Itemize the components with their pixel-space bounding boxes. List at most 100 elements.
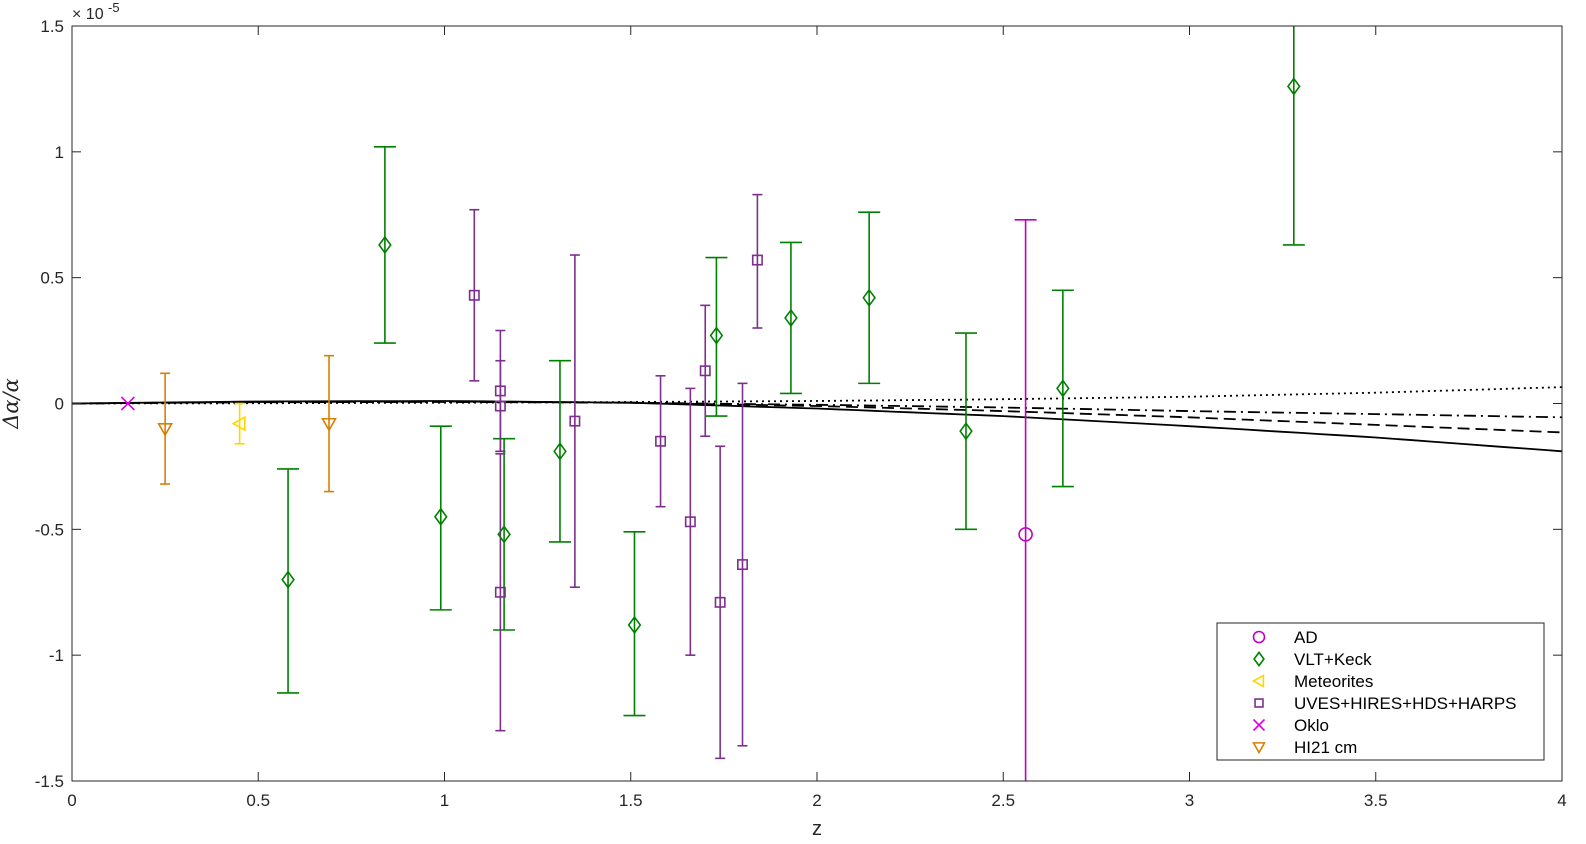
data-point-uves-hires-hds-harps bbox=[714, 596, 726, 608]
x-tick-label: 3.5 bbox=[1364, 791, 1388, 810]
data-point-vlt-keck bbox=[553, 442, 567, 461]
data-point-uves-hires-hds-harps bbox=[751, 254, 763, 266]
x-tick-label: 0 bbox=[67, 791, 76, 810]
data-point-uves-hires-hds-harps bbox=[655, 435, 667, 447]
model-curves bbox=[71, 386, 1563, 453]
legend-label: HI21 cm bbox=[1294, 738, 1357, 757]
y-tick-label: 0.5 bbox=[40, 269, 64, 288]
legend-marker-vlt-keck bbox=[1253, 651, 1265, 667]
error-bar-uves-hires-hds-harps bbox=[752, 193, 763, 329]
data-point-uves-hires-hds-harps bbox=[494, 400, 506, 412]
x-tick-label: 1.5 bbox=[619, 791, 643, 810]
data-point-uves-hires-hds-harps bbox=[569, 415, 581, 427]
legend-item-oklo: Oklo bbox=[1252, 716, 1329, 735]
model-curve-dashed bbox=[71, 400, 1563, 434]
data-point-vlt-keck bbox=[497, 525, 511, 544]
model-curve-dotted bbox=[72, 386, 1563, 405]
y-axis-exponent: × 10 -5 bbox=[72, 0, 120, 23]
error-bar-uves-hires-hds-harps bbox=[569, 254, 580, 589]
data-point-hi21-cm bbox=[157, 422, 174, 437]
data-point-uves-hires-hds-harps bbox=[737, 559, 748, 571]
x-tick-label: 2.5 bbox=[991, 791, 1015, 810]
data-point-uves-hires-hds-harps bbox=[494, 385, 506, 397]
error-bar-uves-hires-hds-harps bbox=[715, 445, 726, 760]
error-bar-vlt-keck bbox=[779, 241, 802, 395]
error-bar-uves-hires-hds-harps bbox=[495, 453, 506, 732]
error-bar-vlt-keck bbox=[955, 332, 977, 531]
error-bar-vlt-keck bbox=[493, 437, 516, 631]
error-bar-vlt-keck bbox=[1051, 289, 1074, 488]
y-tick-label: 1 bbox=[55, 143, 64, 162]
error-bar-uves-hires-hds-harps bbox=[685, 387, 696, 656]
legend-label: Oklo bbox=[1294, 716, 1329, 735]
data-point-vlt-keck bbox=[862, 288, 876, 307]
error-bar-vlt-keck bbox=[705, 256, 728, 417]
x-tick-label: 0.5 bbox=[246, 791, 270, 810]
legend-marker-ad bbox=[1252, 630, 1266, 644]
y-axis-exponent-power: -5 bbox=[108, 0, 120, 15]
error-bar-hi21-cm bbox=[160, 372, 171, 485]
y-axis-label: Δα/α bbox=[0, 378, 23, 430]
legend-marker-uves-hires-hds-harps bbox=[1254, 698, 1264, 708]
x-tick-label: 4 bbox=[1557, 791, 1566, 810]
legend-marker-oklo bbox=[1252, 718, 1266, 732]
data-point-vlt-keck bbox=[784, 308, 798, 328]
error-bar-vlt-keck bbox=[548, 359, 571, 543]
data-point-uves-hires-hds-harps bbox=[699, 365, 711, 377]
data-point-ad bbox=[1018, 527, 1033, 542]
legend-label: AD bbox=[1294, 628, 1318, 647]
error-bar-meteorites bbox=[234, 402, 245, 445]
data-point-uves-hires-hds-harps bbox=[468, 289, 480, 301]
data-point-vlt-keck bbox=[433, 507, 448, 526]
model-curve-dashdot bbox=[71, 401, 1563, 419]
x-tick-label: 2 bbox=[812, 791, 821, 810]
legend-marker-meteorites bbox=[1251, 674, 1265, 688]
data-point-hi21-cm bbox=[321, 417, 337, 432]
legend-box bbox=[1216, 622, 1545, 761]
error-bar-vlt-keck bbox=[277, 468, 300, 694]
error-bar-uves-hires-hds-harps bbox=[737, 382, 748, 747]
x-tick-label: 1 bbox=[440, 791, 449, 810]
data-point-vlt-keck bbox=[281, 570, 295, 589]
data-point-uves-hires-hds-harps bbox=[494, 586, 506, 598]
data-point-vlt-keck bbox=[627, 615, 642, 635]
data-markers bbox=[120, 77, 1301, 635]
legend-marker-hi21-cm bbox=[1252, 742, 1266, 755]
y-tick-label: 1.5 bbox=[40, 17, 64, 36]
data-point-vlt-keck bbox=[378, 235, 392, 255]
error-bar-uves-hires-hds-harps bbox=[655, 375, 666, 508]
data-point-vlt-keck bbox=[1056, 379, 1070, 398]
error-bar-vlt-keck bbox=[373, 146, 396, 344]
x-tick-label: 3 bbox=[1185, 791, 1194, 810]
data-point-vlt-keck bbox=[1287, 77, 1301, 96]
legend-label: Meteorites bbox=[1294, 672, 1373, 691]
legend-label: VLT+Keck bbox=[1294, 650, 1372, 669]
error-bar-uves-hires-hds-harps bbox=[469, 208, 480, 382]
data-point-uves-hires-hds-harps bbox=[684, 516, 696, 528]
y-axis-exponent-base: × 10 bbox=[72, 6, 104, 23]
x-axis-label: z bbox=[812, 818, 822, 840]
y-tick-label: 0 bbox=[55, 395, 64, 414]
y-tick-label: -1 bbox=[49, 646, 64, 665]
legend-item-uves-hires-hds-harps: UVES+HIRES+HDS+HARPS bbox=[1254, 694, 1517, 713]
x-axis-ticks: 0 0.5 1 1.5 2 2.5 3 3.5 4 bbox=[67, 26, 1567, 810]
y-axis-ticks: -1.5 -1 -0.5 0 0.5 1 1.5 bbox=[35, 17, 1562, 791]
error-bar-uves-hires-hds-harps bbox=[700, 304, 711, 438]
legend: AD VLT+Keck Meteorites UVES+HIRES+HDS+HARPS… bbox=[1216, 622, 1545, 761]
error-bar-vlt-keck bbox=[623, 531, 646, 717]
error-bar-vlt-keck bbox=[858, 211, 881, 385]
legend-item-meteorites: Meteorites bbox=[1251, 672, 1373, 691]
data-point-vlt-keck bbox=[709, 326, 724, 345]
data-point-oklo bbox=[120, 396, 135, 411]
model-curve-solid bbox=[71, 400, 1563, 453]
legend-label: UVES+HIRES+HDS+HARPS bbox=[1294, 694, 1517, 713]
y-tick-label: -1.5 bbox=[35, 772, 64, 791]
error-bar-uves-hires-hds-harps bbox=[495, 359, 506, 453]
error-bars bbox=[160, 26, 1305, 781]
error-bar-hi21-cm bbox=[324, 354, 335, 493]
y-tick-label: -0.5 bbox=[35, 520, 64, 539]
legend-item-ad: AD bbox=[1252, 628, 1318, 647]
error-bar-vlt-keck bbox=[1282, 26, 1305, 246]
legend-item-vlt-keck: VLT+Keck bbox=[1253, 650, 1372, 669]
